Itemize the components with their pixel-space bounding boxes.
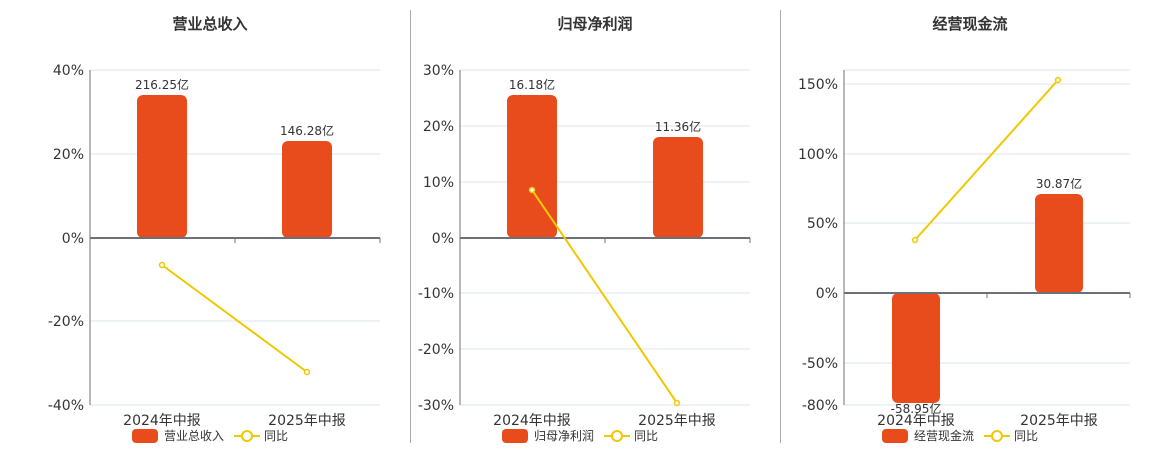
x-tick: 2024年中报 (493, 413, 571, 429)
x-tick: 2025年中报 (638, 413, 716, 429)
y-tick: -80% (802, 398, 838, 414)
legend: 经营现金流 同比 (882, 427, 1038, 444)
legend-bar-swatch[interactable] (502, 428, 528, 443)
legend: 营业总收入 同比 (132, 427, 288, 444)
chart-title: 营业总收入 (172, 15, 248, 33)
bar-label: 16.18亿 (509, 77, 555, 92)
y-tick: 0% (432, 231, 454, 247)
legend-bar-swatch[interactable] (132, 428, 158, 443)
bar-2025[interactable] (282, 141, 332, 238)
y-tick: 20% (53, 147, 84, 163)
panel-divider (410, 10, 411, 443)
y-tick: -40% (48, 398, 84, 414)
chart-panel-operating-cash-flow: 经营现金流 150% 100% 50% 0% -50% -80% -58.95亿… (780, 0, 1160, 450)
y-tick: -20% (48, 314, 84, 330)
y-tick: 40% (53, 63, 84, 79)
bar-2025[interactable] (1035, 194, 1083, 293)
line-point[interactable] (673, 399, 681, 407)
legend-line-icon[interactable] (984, 429, 1011, 443)
legend-line-icon[interactable] (234, 429, 261, 443)
legend-line-label[interactable]: 同比 (264, 429, 289, 443)
y-tick: -30% (418, 398, 454, 414)
legend-line-label[interactable]: 同比 (634, 429, 659, 443)
panel-divider (780, 10, 781, 443)
chart-plot: 40% 20% 0% -20% -40% 216.25亿 146.28亿 202… (48, 63, 381, 429)
x-tick: 2025年中报 (268, 413, 346, 429)
y-tick: 10% (423, 175, 454, 191)
legend-line-icon[interactable] (604, 429, 631, 443)
y-tick: 150% (798, 77, 838, 93)
bar-label: 11.36亿 (655, 119, 701, 134)
line-point[interactable] (158, 261, 166, 269)
y-tick: 0% (62, 231, 84, 247)
chart-title: 经营现金流 (932, 15, 1008, 33)
chart-panel-revenue: 营业总收入 40% 20% 0% -20% -40% 216.25亿 146.2… (0, 0, 410, 450)
bar-2024[interactable] (137, 95, 187, 238)
bar-label: 30.87亿 (1036, 176, 1082, 191)
y-tick: 100% (798, 147, 838, 163)
legend-line-label[interactable]: 同比 (1014, 429, 1039, 443)
legend: 归母净利润 同比 (502, 427, 658, 444)
line-point[interactable] (528, 186, 536, 194)
x-tick: 2024年中报 (877, 413, 955, 429)
bar-label: 216.25亿 (135, 77, 189, 92)
legend-bar-swatch[interactable] (882, 428, 908, 443)
bar-label: -58.95亿 (891, 401, 942, 416)
line-point[interactable] (1054, 76, 1062, 84)
x-tick: 2025年中报 (1020, 413, 1098, 429)
y-tick: 50% (807, 216, 838, 232)
chart-plot: 150% 100% 50% 0% -50% -80% -58.95亿 30.87… (798, 69, 1131, 429)
legend-bar-label[interactable]: 营业总收入 (164, 429, 225, 443)
line-point[interactable] (303, 368, 311, 376)
y-tick: -10% (418, 286, 454, 302)
y-tick: 30% (423, 63, 454, 79)
legend-bar-label[interactable]: 归母净利润 (534, 429, 595, 443)
chart-plot: 30% 20% 10% 0% -10% -20% -30% 16.18亿 11.… (418, 63, 751, 429)
y-tick: -20% (418, 342, 454, 358)
chart-panel-net-profit: 归母净利润 30% 20% 10% 0% -10% -20% -30% 16.1… (410, 0, 780, 450)
bar-2025[interactable] (653, 137, 703, 238)
legend-bar-label[interactable]: 经营现金流 (914, 429, 975, 443)
bar-label: 146.28亿 (280, 123, 334, 138)
x-tick: 2024年中报 (123, 413, 201, 429)
line-point[interactable] (911, 236, 919, 244)
bar-2024[interactable] (892, 293, 940, 403)
y-tick: -50% (802, 356, 838, 372)
chart-title: 归母净利润 (557, 15, 633, 33)
bar-2024[interactable] (507, 95, 557, 238)
y-tick: 20% (423, 119, 454, 135)
y-tick: 0% (816, 286, 838, 302)
